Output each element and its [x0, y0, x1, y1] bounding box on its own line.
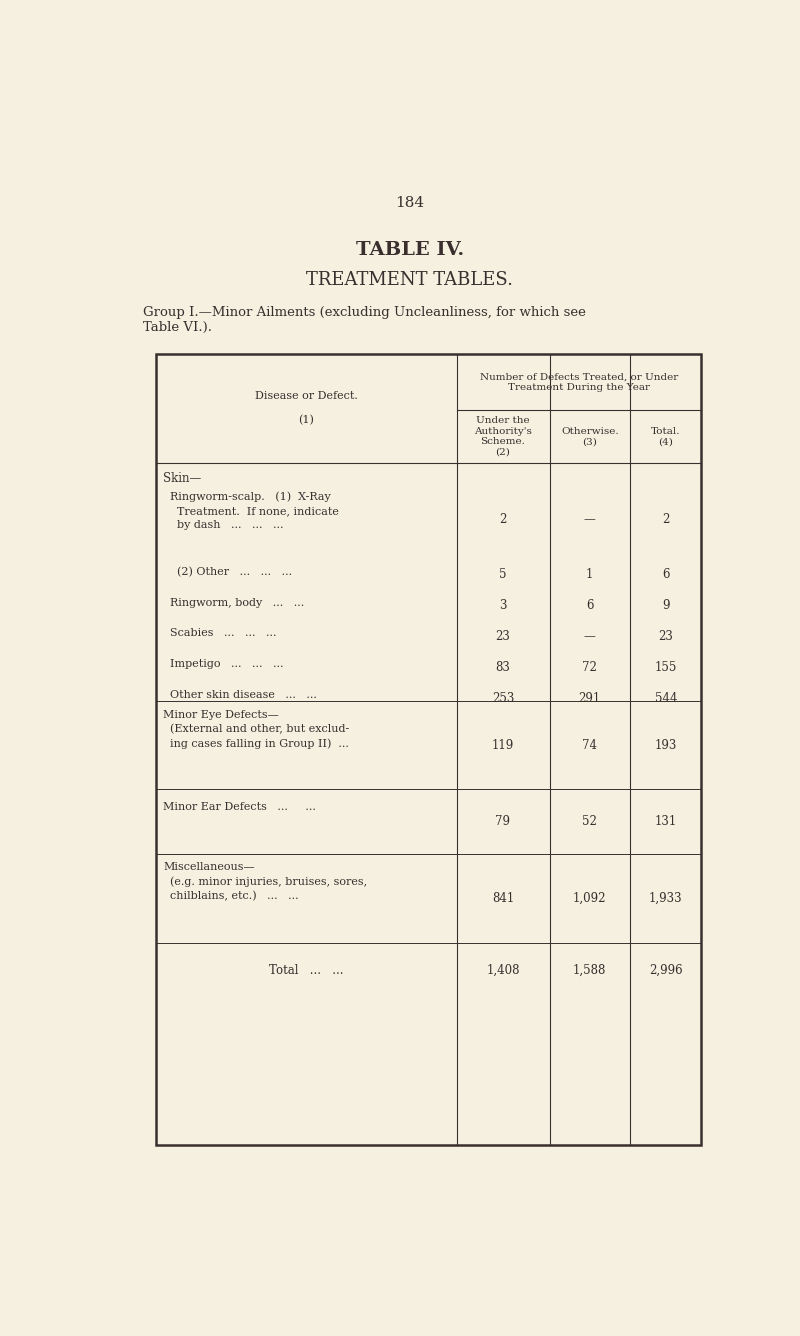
Text: 3: 3: [499, 600, 506, 612]
Text: Other skin disease   ...   ...: Other skin disease ... ...: [163, 691, 317, 700]
Text: Under the
Authority's
Scheme.
(2): Under the Authority's Scheme. (2): [474, 417, 532, 457]
Text: Otherwise.
(3): Otherwise. (3): [561, 426, 618, 446]
Text: TREATMENT TABLES.: TREATMENT TABLES.: [306, 271, 514, 290]
Text: 841: 841: [492, 892, 514, 904]
Text: Scabies   ...   ...   ...: Scabies ... ... ...: [163, 628, 277, 639]
Text: 1,092: 1,092: [573, 892, 606, 904]
Bar: [156, 354, 702, 1145]
Text: 1: 1: [586, 568, 594, 581]
Text: Minor Eye Defects—
  (External and other, but exclud-
  ing cases falling in Gro: Minor Eye Defects— (External and other, …: [163, 709, 350, 749]
Text: TABLE IV.: TABLE IV.: [356, 240, 464, 259]
Text: —: —: [584, 513, 596, 526]
Text: 6: 6: [662, 568, 670, 581]
Text: 291: 291: [578, 692, 601, 705]
Text: Group I.—Minor Ailments (excluding Uncleanliness, for which see
Table VI.).: Group I.—Minor Ailments (excluding Uncle…: [143, 306, 586, 334]
Text: 6: 6: [586, 600, 594, 612]
Text: (2) Other   ...   ...   ...: (2) Other ... ... ...: [163, 566, 292, 577]
Text: Minor Ear Defects   ...     ...: Minor Ear Defects ... ...: [163, 802, 316, 812]
Text: 155: 155: [654, 661, 677, 673]
Text: 52: 52: [582, 815, 598, 828]
Text: 9: 9: [662, 600, 670, 612]
Text: 131: 131: [654, 815, 677, 828]
Text: 2: 2: [662, 513, 670, 526]
Text: 2,996: 2,996: [649, 965, 682, 977]
Text: 193: 193: [654, 739, 677, 752]
Text: 83: 83: [495, 661, 510, 673]
Text: 1,588: 1,588: [573, 965, 606, 977]
Text: Miscellaneous—
  (e.g. minor injuries, bruises, sores,
  chilblains, etc.)   ...: Miscellaneous— (e.g. minor injuries, bru…: [163, 862, 367, 902]
Text: —: —: [584, 631, 596, 643]
Text: 1,408: 1,408: [486, 965, 520, 977]
Text: 74: 74: [582, 739, 598, 752]
Text: 5: 5: [499, 568, 506, 581]
Text: Impetigo   ...   ...   ...: Impetigo ... ... ...: [163, 659, 284, 669]
Text: 253: 253: [492, 692, 514, 705]
Text: Ringworm, body   ...   ...: Ringworm, body ... ...: [163, 597, 305, 608]
Text: Total.
(4): Total. (4): [651, 426, 681, 446]
Text: 1,933: 1,933: [649, 892, 682, 904]
Text: 23: 23: [495, 631, 510, 643]
Text: 2: 2: [499, 513, 506, 526]
Text: Skin—: Skin—: [163, 472, 202, 485]
Text: Disease or Defect.

(1): Disease or Defect. (1): [254, 391, 358, 425]
Text: Ringworm-scalp.   (1)  X-Ray
    Treatment.  If none, indicate
    by dash   ...: Ringworm-scalp. (1) X-Ray Treatment. If …: [163, 492, 339, 530]
Text: 72: 72: [582, 661, 598, 673]
Text: 79: 79: [495, 815, 510, 828]
Text: Total   ...   ...: Total ... ...: [269, 965, 343, 977]
Text: Number of Defects Treated, or Under
Treatment During the Year: Number of Defects Treated, or Under Trea…: [480, 373, 678, 391]
Text: 544: 544: [654, 692, 677, 705]
Text: 119: 119: [492, 739, 514, 752]
Text: 23: 23: [658, 631, 673, 643]
Text: 184: 184: [395, 196, 425, 210]
